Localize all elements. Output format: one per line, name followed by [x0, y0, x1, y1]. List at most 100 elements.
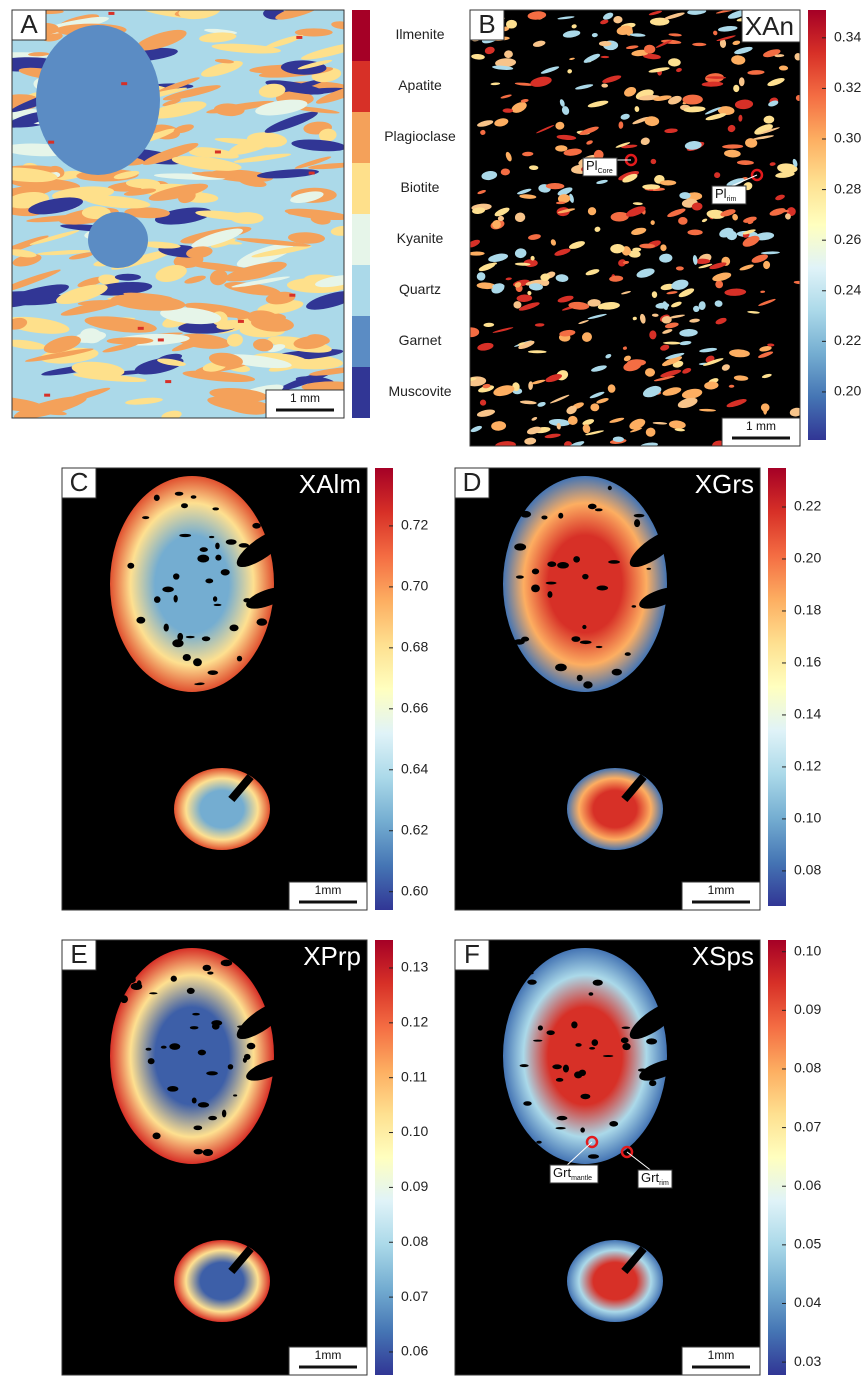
grain — [12, 339, 47, 350]
inclusion — [558, 512, 564, 519]
garnet-large — [110, 476, 274, 692]
grain — [738, 77, 745, 87]
grain — [233, 153, 292, 163]
grain — [660, 344, 670, 351]
grain — [106, 337, 154, 345]
grain — [291, 139, 344, 152]
panel: A 1 mm Ilmenite Apatite Plagioclase Biotite Ky… — [11, 9, 456, 419]
grain — [315, 274, 344, 288]
colorbar — [768, 940, 786, 1375]
inclusion — [527, 979, 537, 985]
grain — [731, 55, 746, 65]
map-frame — [61, 939, 368, 1376]
grain — [691, 202, 703, 211]
grain — [555, 121, 565, 130]
grain — [331, 21, 344, 30]
inclusion — [514, 669, 521, 676]
grain — [308, 171, 315, 175]
inclusion — [547, 561, 557, 567]
grain — [540, 66, 560, 74]
inclusion — [207, 971, 214, 975]
grain — [739, 264, 754, 271]
grain — [618, 259, 626, 267]
inclusion — [580, 1093, 591, 1100]
panel: D XGrs 1mm 0.08 0.10 0.12 0.14 0.16 0.18 0.20 0.22 — [454, 467, 821, 911]
grain — [701, 81, 724, 87]
grain — [792, 158, 798, 167]
grain — [777, 163, 798, 174]
grain — [12, 253, 42, 267]
inclusion — [622, 1043, 631, 1051]
grain — [678, 217, 688, 225]
inclusion — [649, 1079, 657, 1087]
notch — [246, 587, 288, 609]
grain — [583, 53, 601, 63]
grain — [497, 215, 505, 222]
grain — [715, 10, 737, 14]
grain — [77, 300, 111, 306]
grain — [12, 284, 69, 308]
annotation-text: Grt — [553, 1165, 571, 1180]
grain — [182, 370, 256, 383]
inclusion — [579, 640, 592, 645]
colorbar-tick-label: 0.28 — [834, 180, 861, 196]
grain — [639, 313, 646, 324]
grain — [610, 211, 629, 222]
inclusion — [588, 992, 594, 996]
grain — [613, 15, 623, 24]
notch — [629, 528, 681, 568]
grain — [738, 114, 743, 122]
grain — [665, 352, 685, 360]
grain — [704, 107, 721, 115]
inclusion — [651, 489, 656, 497]
inclusion — [207, 670, 219, 675]
grain — [605, 353, 612, 359]
grain — [68, 252, 95, 260]
grain — [211, 43, 281, 54]
grain — [227, 404, 266, 415]
inclusion — [648, 1153, 657, 1159]
grain — [125, 178, 161, 189]
colorbar-tick-label: 0.20 — [794, 550, 821, 566]
grain — [628, 250, 641, 258]
scale-bar-label: 1mm — [708, 1348, 735, 1362]
inclusion — [519, 1064, 529, 1068]
grain — [743, 216, 757, 223]
grain — [513, 301, 522, 309]
annotation-box — [549, 1164, 599, 1184]
grain — [301, 42, 344, 60]
grain — [598, 302, 620, 310]
grain — [24, 348, 94, 362]
grain — [559, 329, 576, 337]
grain — [571, 24, 577, 29]
grain — [640, 442, 658, 446]
grain — [214, 59, 234, 64]
inclusion — [525, 971, 534, 975]
inclusion — [211, 1023, 220, 1030]
inclusion — [177, 632, 184, 641]
grain — [209, 269, 228, 286]
grain — [492, 65, 514, 70]
inclusion — [595, 645, 603, 649]
map-image — [455, 940, 760, 1375]
inclusion — [192, 1012, 200, 1016]
annotation-text: Grt — [641, 1170, 659, 1185]
grain — [228, 134, 280, 155]
grain — [37, 249, 92, 256]
inclusion — [650, 1131, 661, 1140]
grain — [642, 385, 662, 398]
grain — [178, 10, 221, 20]
grain — [652, 421, 668, 425]
inclusion — [658, 1105, 670, 1109]
inclusion — [520, 510, 532, 518]
scale-bar-box — [681, 1346, 761, 1376]
legend-label: Biotite — [401, 179, 440, 195]
grain — [165, 380, 172, 384]
grain — [476, 272, 486, 281]
inclusion — [221, 1109, 227, 1118]
grain — [660, 283, 675, 291]
grain — [257, 300, 304, 315]
inclusion — [120, 995, 129, 1004]
colorbar-tick-label: 0.32 — [834, 79, 861, 95]
